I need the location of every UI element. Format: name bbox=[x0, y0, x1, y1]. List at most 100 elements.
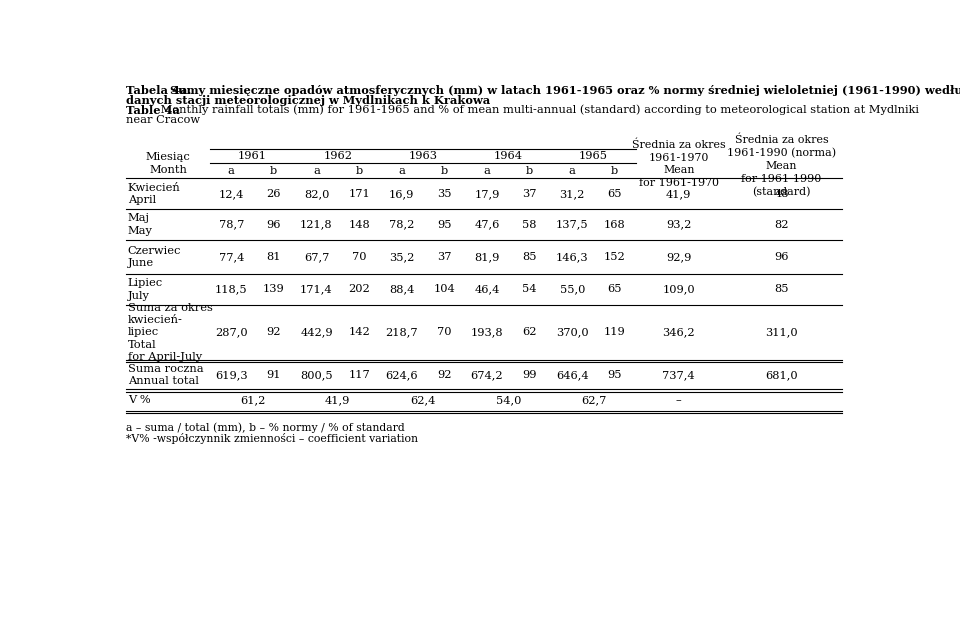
Text: 681,0: 681,0 bbox=[765, 370, 798, 380]
Text: 118,5: 118,5 bbox=[215, 284, 248, 294]
Text: b: b bbox=[441, 166, 448, 176]
Text: 171,4: 171,4 bbox=[300, 284, 333, 294]
Text: 88,4: 88,4 bbox=[389, 284, 415, 294]
Text: 202: 202 bbox=[348, 284, 370, 294]
Text: 35: 35 bbox=[437, 189, 451, 199]
Text: 800,5: 800,5 bbox=[300, 370, 333, 380]
Text: 311,0: 311,0 bbox=[765, 328, 798, 337]
Text: 78,2: 78,2 bbox=[389, 220, 415, 230]
Text: 370,0: 370,0 bbox=[556, 328, 588, 337]
Text: 218,7: 218,7 bbox=[385, 328, 418, 337]
Text: 41,9: 41,9 bbox=[666, 189, 691, 199]
Text: 121,8: 121,8 bbox=[300, 220, 333, 230]
Text: 346,2: 346,2 bbox=[662, 328, 695, 337]
Text: 62: 62 bbox=[522, 328, 537, 337]
Text: b: b bbox=[355, 166, 363, 176]
Text: 58: 58 bbox=[522, 220, 537, 230]
Text: 1962: 1962 bbox=[324, 151, 352, 161]
Text: 96: 96 bbox=[774, 252, 789, 262]
Text: 142: 142 bbox=[348, 328, 370, 337]
Text: 619,3: 619,3 bbox=[215, 370, 248, 380]
Text: 41,9: 41,9 bbox=[325, 395, 350, 405]
Text: Tabela 4a.: Tabela 4a. bbox=[126, 84, 191, 95]
Text: 119: 119 bbox=[604, 328, 626, 337]
Text: Suma za okres
kwiecień-
lipiec
Total
for April-July: Suma za okres kwiecień- lipiec Total for… bbox=[128, 303, 212, 362]
Text: 95: 95 bbox=[608, 370, 622, 380]
Text: 442,9: 442,9 bbox=[300, 328, 333, 337]
Text: 85: 85 bbox=[774, 284, 789, 294]
Text: 1963: 1963 bbox=[409, 151, 438, 161]
Text: b: b bbox=[612, 166, 618, 176]
Text: 1964: 1964 bbox=[493, 151, 523, 161]
Text: Średnia za okres
1961-1990 (norma)
Mean
for 1961-1990
(standard): Średnia za okres 1961-1990 (norma) Mean … bbox=[727, 135, 836, 197]
Text: near Cracow: near Cracow bbox=[126, 115, 201, 125]
Text: Miesiąc
Month: Miesiąc Month bbox=[146, 152, 190, 175]
Text: Średnia za okres
1961-1970
Mean
for 1961-1970: Średnia za okres 1961-1970 Mean for 1961… bbox=[632, 140, 726, 188]
Text: V %: V % bbox=[128, 395, 151, 405]
Text: Table 4a: Table 4a bbox=[126, 104, 180, 115]
Text: 737,4: 737,4 bbox=[662, 370, 695, 380]
Text: 193,8: 193,8 bbox=[470, 328, 503, 337]
Text: 70: 70 bbox=[437, 328, 451, 337]
Text: 62,4: 62,4 bbox=[410, 395, 436, 405]
Text: 92,9: 92,9 bbox=[666, 252, 691, 262]
Text: 65: 65 bbox=[608, 189, 622, 199]
Text: 137,5: 137,5 bbox=[556, 220, 588, 230]
Text: Sumy miesięczne opadów atmosferycznych (mm) w latach 1961-1965 oraz % normy śred: Sumy miesięczne opadów atmosferycznych (… bbox=[166, 84, 960, 95]
Text: 12,4: 12,4 bbox=[219, 189, 244, 199]
Text: 148: 148 bbox=[348, 220, 370, 230]
Text: 65: 65 bbox=[608, 284, 622, 294]
Text: 171: 171 bbox=[348, 189, 370, 199]
Text: danych stacji meteorologicznej w Mydlnikach k Krakowa: danych stacji meteorologicznej w Mydlnik… bbox=[126, 95, 491, 106]
Text: 168: 168 bbox=[604, 220, 626, 230]
Text: 77,4: 77,4 bbox=[219, 252, 244, 262]
Text: 54,0: 54,0 bbox=[495, 395, 521, 405]
Text: 82: 82 bbox=[774, 220, 789, 230]
Text: 93,2: 93,2 bbox=[666, 220, 691, 230]
Text: 26: 26 bbox=[267, 189, 281, 199]
Text: 67,7: 67,7 bbox=[303, 252, 329, 262]
Text: a: a bbox=[398, 166, 405, 176]
Text: 81: 81 bbox=[267, 252, 281, 262]
Text: 55,0: 55,0 bbox=[560, 284, 585, 294]
Text: 17,9: 17,9 bbox=[474, 189, 499, 199]
Text: a: a bbox=[568, 166, 576, 176]
Text: 78,7: 78,7 bbox=[219, 220, 244, 230]
Text: 139: 139 bbox=[263, 284, 285, 294]
Text: 70: 70 bbox=[351, 252, 367, 262]
Text: 146,3: 146,3 bbox=[556, 252, 588, 262]
Text: 674,2: 674,2 bbox=[470, 370, 503, 380]
Text: a: a bbox=[313, 166, 320, 176]
Text: 92: 92 bbox=[437, 370, 451, 380]
Text: 81,9: 81,9 bbox=[474, 252, 499, 262]
Text: 37: 37 bbox=[522, 189, 537, 199]
Text: 109,0: 109,0 bbox=[662, 284, 695, 294]
Text: 46,4: 46,4 bbox=[474, 284, 499, 294]
Text: 31,2: 31,2 bbox=[560, 189, 585, 199]
Text: 37: 37 bbox=[437, 252, 451, 262]
Text: 62,7: 62,7 bbox=[581, 395, 606, 405]
Text: 16,9: 16,9 bbox=[389, 189, 415, 199]
Text: a: a bbox=[228, 166, 234, 176]
Text: 95: 95 bbox=[437, 220, 451, 230]
Text: 1965: 1965 bbox=[579, 151, 608, 161]
Text: 35,2: 35,2 bbox=[389, 252, 415, 262]
Text: b: b bbox=[270, 166, 277, 176]
Text: 48: 48 bbox=[774, 189, 789, 199]
Text: 1961: 1961 bbox=[238, 151, 267, 161]
Text: 82,0: 82,0 bbox=[303, 189, 329, 199]
Text: a: a bbox=[484, 166, 491, 176]
Text: Czerwiec
June: Czerwiec June bbox=[128, 246, 181, 268]
Text: 104: 104 bbox=[434, 284, 455, 294]
Text: *V% -współczynnik zmienności – coefficient variation: *V% -współczynnik zmienności – coefficie… bbox=[126, 433, 419, 444]
Text: 92: 92 bbox=[267, 328, 281, 337]
Text: b: b bbox=[526, 166, 533, 176]
Text: 91: 91 bbox=[267, 370, 281, 380]
Text: Maj
May: Maj May bbox=[128, 213, 153, 236]
Text: 624,6: 624,6 bbox=[385, 370, 418, 380]
Text: 99: 99 bbox=[522, 370, 537, 380]
Text: 54: 54 bbox=[522, 284, 537, 294]
Text: Kwiecień
April: Kwiecień April bbox=[128, 182, 180, 205]
Text: 646,4: 646,4 bbox=[556, 370, 588, 380]
Text: 152: 152 bbox=[604, 252, 626, 262]
